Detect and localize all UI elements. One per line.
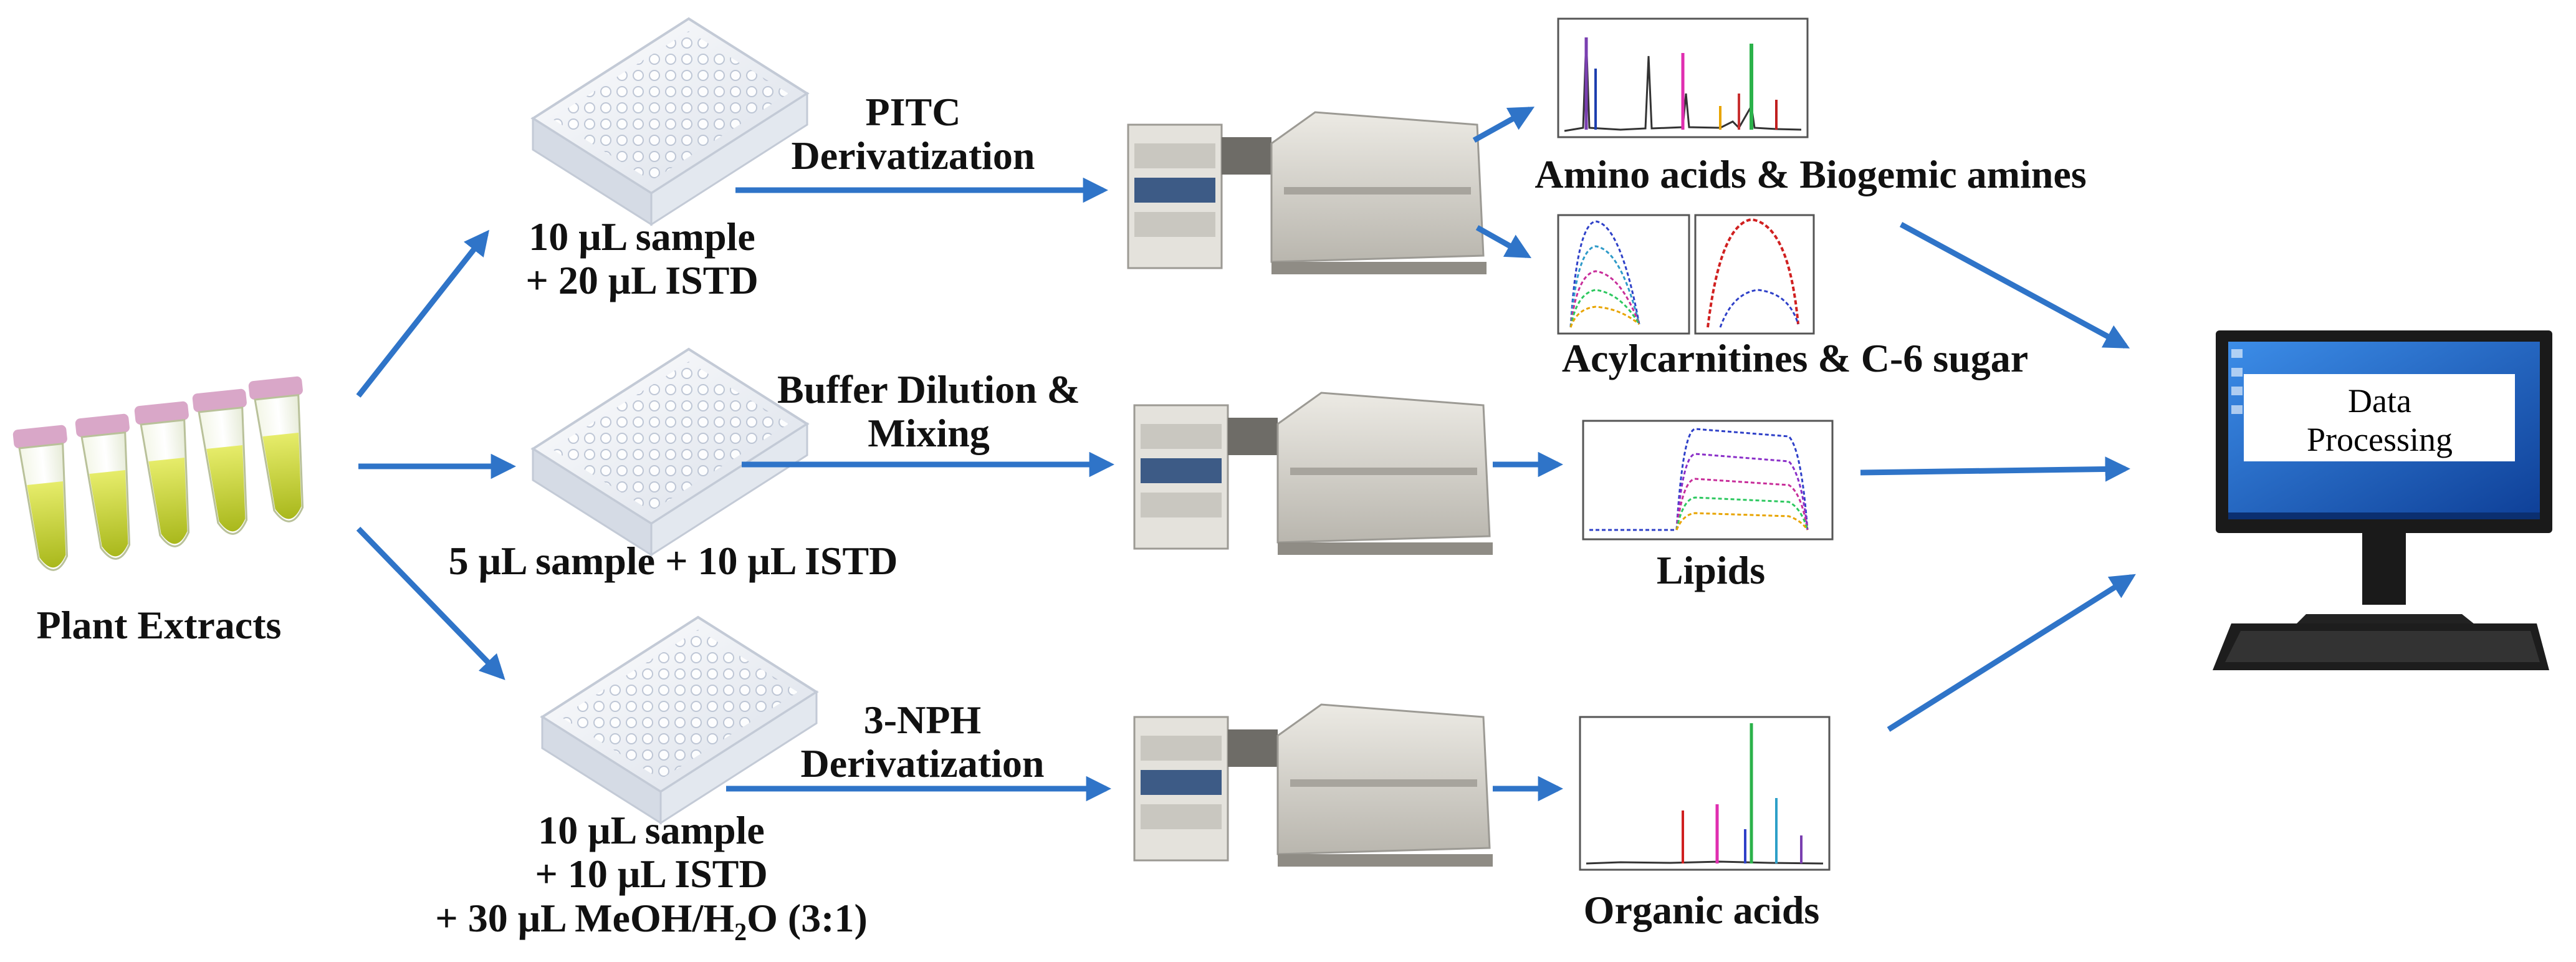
screen-line: Processing: [2307, 421, 2453, 459]
arrow-to-computer-3: [1887, 574, 2136, 732]
arrow-to-plate-1: [356, 229, 490, 398]
step-label-nph: 3-NPH Derivatization: [801, 698, 1045, 786]
well-plate-icon: [530, 347, 810, 557]
sample-line: 10 μL sample: [529, 214, 755, 259]
screen-line: Data: [2348, 382, 2411, 420]
arrow-to-computer-1: [1899, 222, 2130, 349]
lcms-instrument-icon: [1133, 392, 1493, 555]
chromatogram-amino-acids: [1557, 17, 1809, 138]
arrow-to-chromatogram-2: [1475, 225, 1532, 258]
chromatogram-organic-acids: [1579, 716, 1831, 871]
source-label: Plant Extracts: [36, 603, 282, 647]
arrow-to-computer-2: [1860, 456, 2131, 482]
step-label-pitc: PITC Derivatization: [792, 90, 1035, 178]
step-line: Buffer Dilution &: [777, 367, 1080, 411]
arrow-to-plate-3: [356, 526, 505, 680]
step-line: Derivatization: [791, 133, 1035, 178]
well-plate-icon: [530, 17, 810, 226]
tube-icon: [192, 388, 248, 535]
well-plate-icon: [540, 615, 819, 825]
step-line: Derivatization: [800, 741, 1045, 786]
step-line: Mixing: [868, 411, 990, 456]
monitor-stand: [2362, 533, 2406, 605]
tube-icon: [248, 376, 304, 522]
output-label-amino-acids: Amino acids & Biogemic amines: [1535, 152, 2087, 196]
output-label-acylcarnitines: Acylcarnitines & C-6 sugar: [1561, 336, 2029, 380]
step-line: 3-NPH: [863, 698, 982, 742]
output-label-organic-acids: Organic acids: [1583, 888, 1820, 932]
tube-icon: [12, 425, 69, 571]
sample-line: 5 μL sample + 10 μL ISTD: [448, 539, 898, 583]
sample-label-2: 5 μL sample + 10 μL ISTD: [449, 539, 898, 583]
monitor-screen-text: Data Processing: [2249, 382, 2511, 459]
chromatogram-acylcarnitines: [1557, 214, 1815, 335]
sample-line: + 20 μL ISTD: [525, 258, 759, 303]
step-line: PITC: [865, 90, 961, 134]
lcms-instrument-icon: [1127, 111, 1487, 274]
tube-icon: [134, 401, 190, 547]
sample-line: + 10 μL ISTD: [535, 852, 768, 897]
step-label-buffer: Buffer Dilution & Mixing: [777, 367, 1080, 456]
tube-icon: [75, 413, 131, 560]
plant-extract-tubes: [12, 376, 304, 571]
sample-line: + 30 μL MeOH/H2O (3:1): [435, 895, 868, 946]
chromatogram-lipids: [1582, 420, 1834, 541]
arrow-to-chromatogram-1: [1472, 107, 1535, 143]
output-label-lipids: Lipids: [1656, 548, 1766, 592]
lcms-instrument-icon: [1133, 703, 1493, 867]
sample-line: 10 μL sample: [538, 808, 765, 852]
computer-icon: [2213, 330, 2552, 670]
sample-label-1: 10 μL sample + 20 μL ISTD: [525, 214, 759, 303]
sample-label-3: 10 μL sample + 10 μL ISTD + 30 μL MeOH/H…: [435, 808, 868, 946]
